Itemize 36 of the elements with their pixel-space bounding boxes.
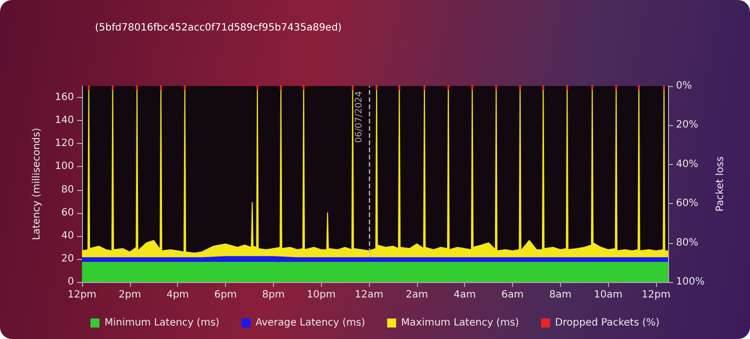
x-tick-label: 12pm	[68, 290, 96, 300]
x-tick-label: 8pm	[262, 290, 285, 300]
y-tick-label: 60	[61, 207, 74, 218]
y-tick-label: 40	[61, 230, 74, 242]
y2-axis-title: Packet loss	[714, 156, 726, 212]
y-tick-label: 80	[61, 184, 74, 196]
x-tick-label: 4pm	[166, 290, 189, 300]
ref-line-label: 06/07/2024	[354, 90, 365, 143]
y-tick-label: 0	[68, 276, 74, 288]
y-tick-label: 140	[54, 115, 74, 126]
y-tick-label: 160	[54, 92, 74, 104]
legend-label: Maximum Latency (ms)	[401, 318, 520, 328]
x-tick-label: 12pm	[642, 290, 670, 300]
x-tick-label: 8am	[549, 290, 572, 300]
y2-tick-label: 60%	[676, 198, 698, 210]
x-tick-label: 10pm	[306, 290, 336, 300]
x-tick-label: 12am	[354, 290, 384, 300]
x-tick-label: 4am	[454, 290, 476, 300]
legend-label: Average Latency (ms)	[255, 318, 366, 328]
chart-subtitle: (5bfd78016fbc452acc0f71d589cf95b7435a89ed)	[95, 22, 342, 34]
x-tick-label: 6pm	[214, 290, 237, 300]
y2-tick-label: 20%	[676, 120, 698, 131]
y-tick-label: 100	[54, 161, 74, 172]
y-axis-title: Latency (milliseconds)	[32, 128, 42, 240]
legend-label: Dropped Packets (%)	[555, 318, 660, 328]
x-tick-label: 2am	[406, 290, 428, 300]
y2-tick-label: 40%	[676, 158, 698, 170]
legend-label: Minimum Latency (ms)	[104, 318, 220, 328]
x-tick-label: 10am	[594, 290, 622, 300]
y2-tick-label: 100%	[676, 276, 705, 288]
y-tick-label: 20	[61, 253, 74, 264]
y2-tick-label: 0%	[676, 80, 692, 92]
x-tick-label: 6am	[501, 290, 524, 300]
x-tick-label: 2pm	[118, 290, 142, 300]
y-tick-label: 120	[54, 138, 74, 150]
y2-tick-label: 80%	[676, 237, 698, 248]
